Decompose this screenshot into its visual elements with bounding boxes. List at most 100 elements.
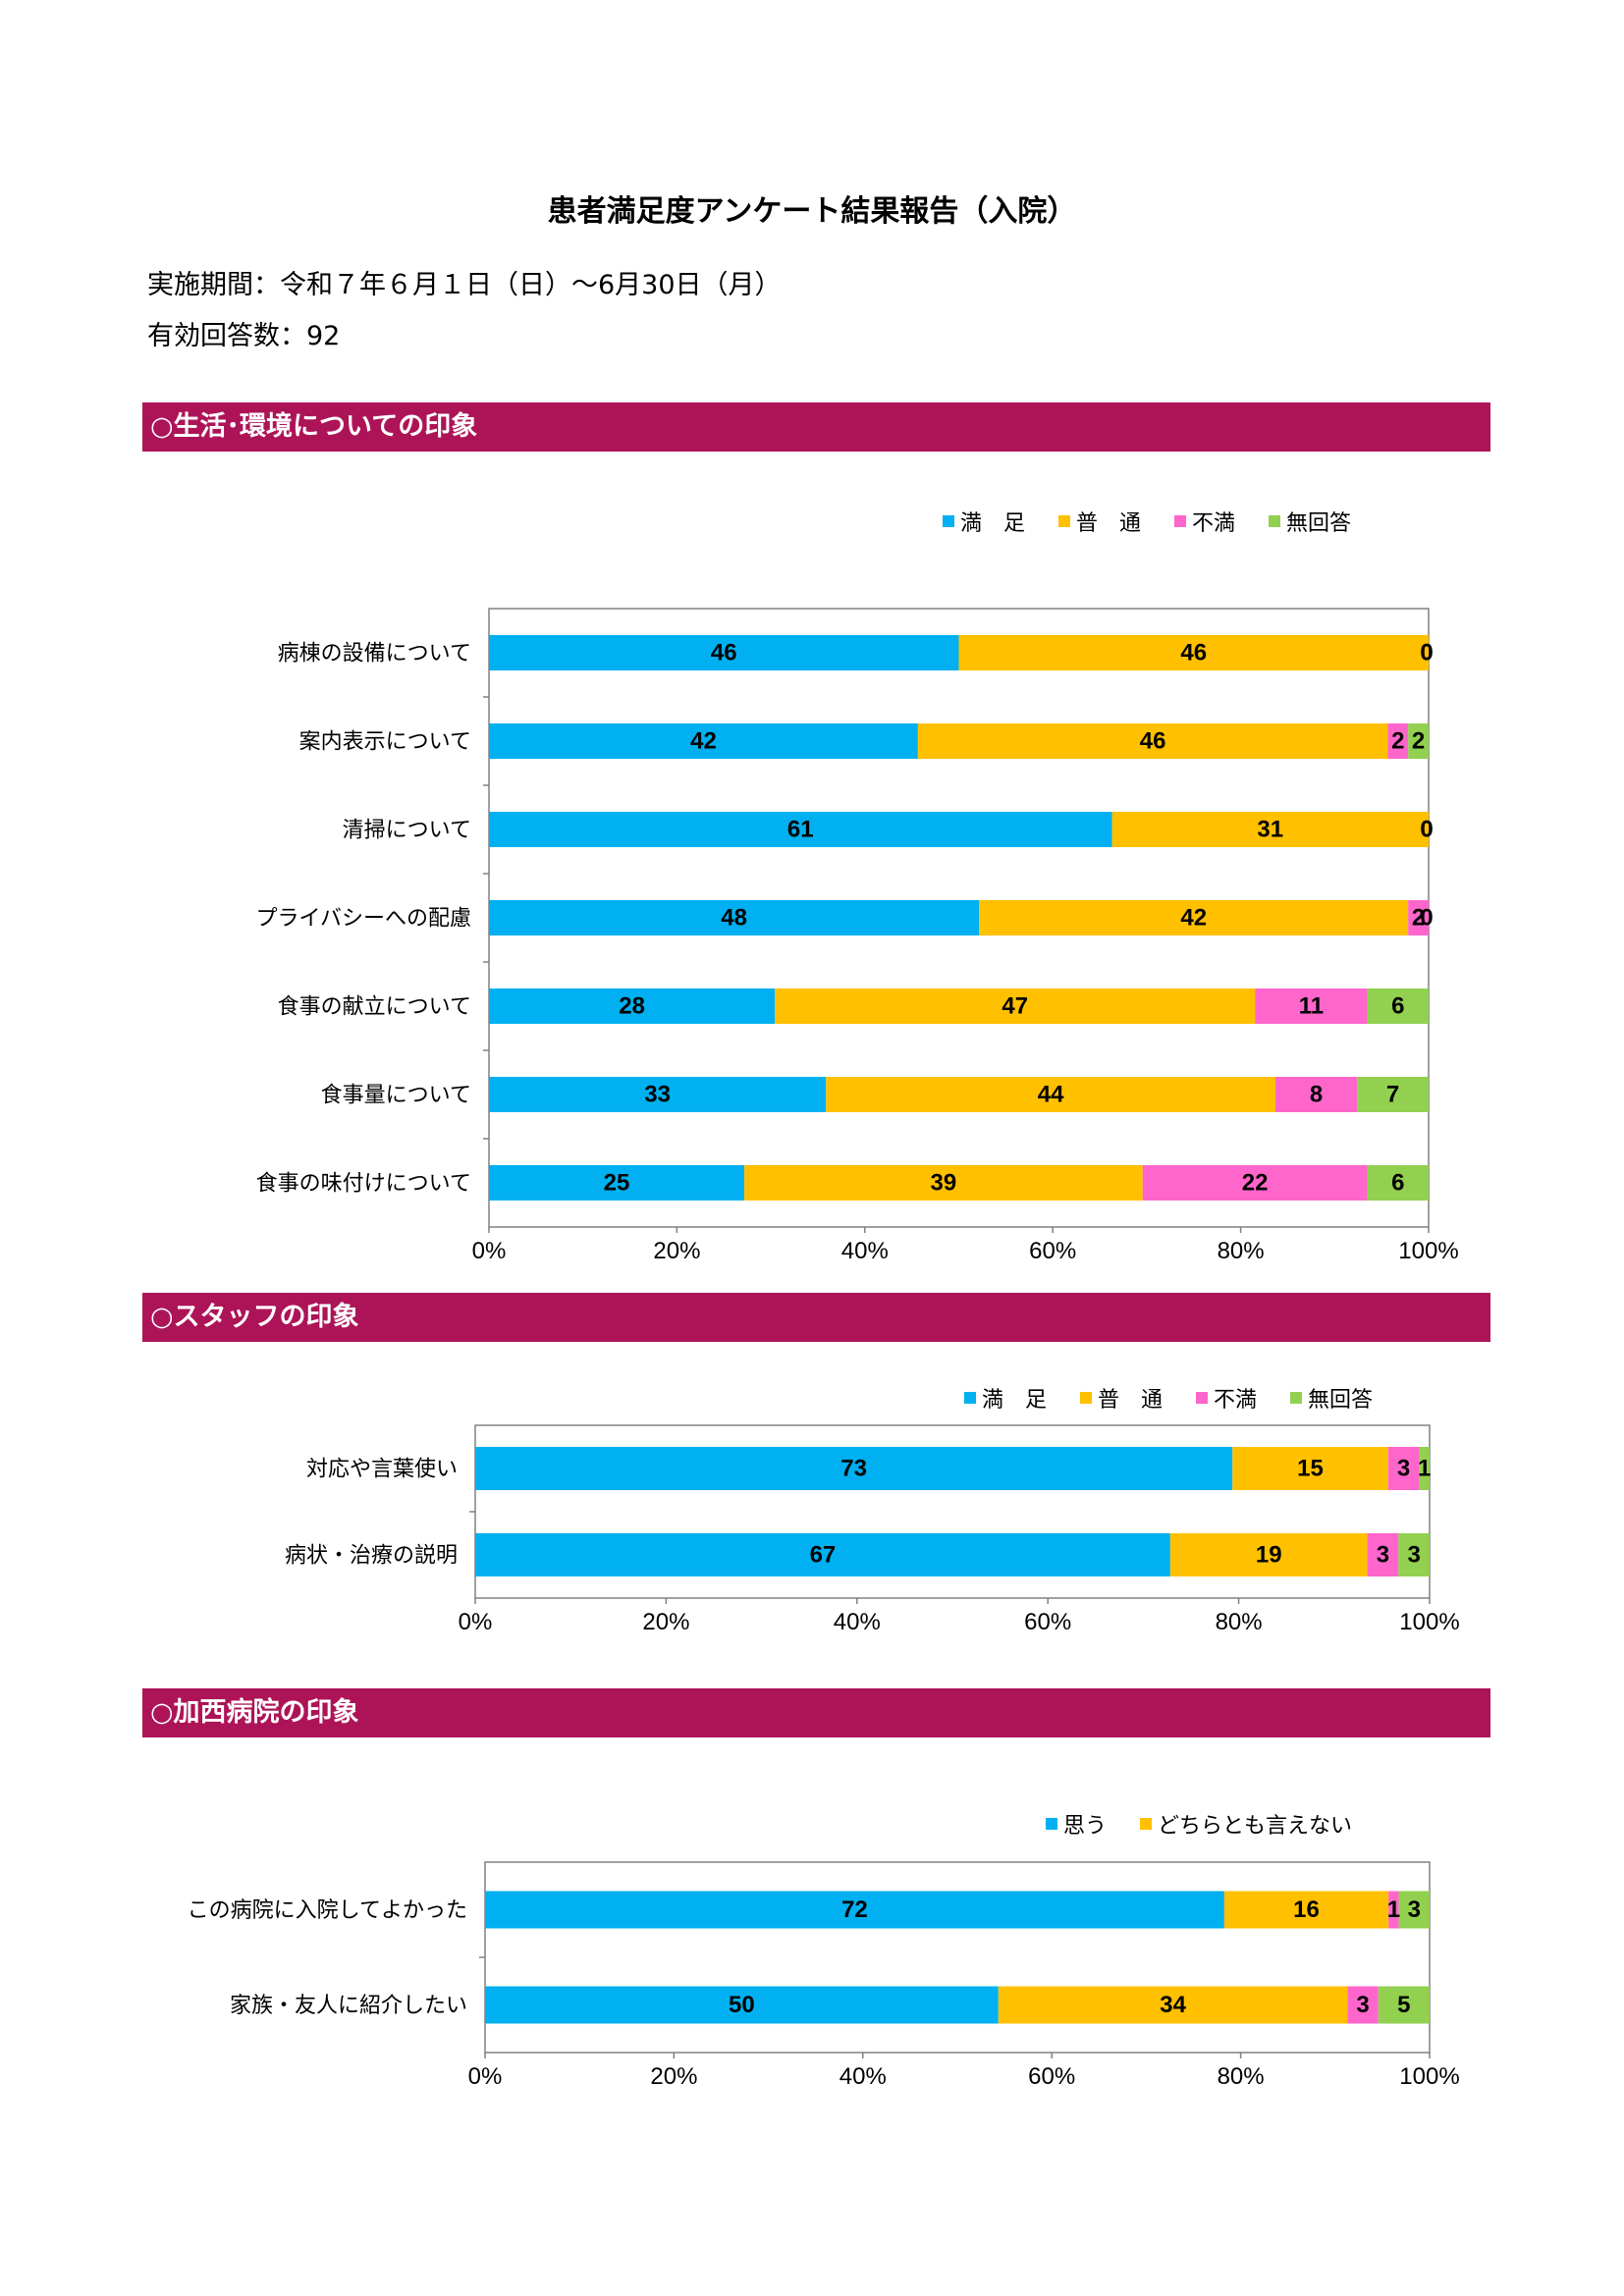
data-label: 39 (931, 1170, 957, 1197)
bar-segment-series-2 (1169, 1533, 1368, 1576)
bar-segment-series-4 (1378, 1986, 1430, 2024)
data-label: 5 (1397, 1992, 1410, 2018)
legend-label: どちらとも言えない (1158, 1814, 1353, 1839)
data-label: 33 (644, 1082, 671, 1108)
data-label: 1 (1418, 1456, 1431, 1482)
legend-label: 不満 (1192, 511, 1236, 536)
section-header-staff: ○スタッフの印象 (142, 1293, 1490, 1342)
legend-label: 満 足 (960, 511, 1026, 536)
data-label: 73 (840, 1456, 867, 1482)
bar-segment-series-3 (1388, 1891, 1399, 1929)
bar-segment-series-2 (979, 900, 1409, 935)
data-label: 2 (1391, 728, 1404, 755)
bar-segment-series-1 (489, 900, 980, 935)
legend-swatch (1269, 515, 1281, 527)
bar-segment-series-2 (998, 1986, 1348, 2024)
legend-swatch (1290, 1392, 1303, 1404)
section-header-environment: ○生活･環境についての印象 (142, 402, 1490, 452)
legend-swatch (1080, 1392, 1093, 1404)
category-label: 家族・友人に紹介したい (230, 1993, 467, 2017)
data-label: 47 (1001, 993, 1028, 1020)
bar-segment-series-1 (485, 1891, 1224, 1929)
category-label: 清掃について (343, 818, 471, 842)
data-label: 46 (711, 640, 737, 667)
data-label: 48 (721, 905, 747, 932)
data-label: 0 (1420, 817, 1433, 843)
bar-segment-series-1 (489, 1165, 745, 1201)
data-label: 25 (604, 1170, 630, 1197)
data-label: 28 (619, 993, 645, 1020)
bar-segment-series-3 (1367, 1533, 1399, 1576)
legend-item-series-1: 思う (1046, 1808, 1107, 1840)
bar-segment-series-1 (475, 1533, 1170, 1576)
section-header-hospital: ○加西病院の印象 (142, 1688, 1490, 1737)
bar-segment-series-3 (1408, 900, 1429, 935)
x-tick-label: 60% (1029, 1238, 1076, 1264)
category-label: 食事の味付けについて (256, 1171, 471, 1196)
data-label: 2 (1412, 728, 1425, 755)
data-label: 19 (1256, 1542, 1282, 1569)
legend-swatch (943, 515, 954, 527)
x-tick-label: 20% (653, 1238, 700, 1264)
legend-label: 無回答 (1308, 1388, 1374, 1413)
category-label: この病院に入院してよかった (188, 1897, 467, 1922)
category-label: 食事の献立について (278, 994, 471, 1019)
x-tick-label: 40% (841, 1238, 889, 1264)
legend-item-series-2: どちらとも言えない (1140, 1808, 1352, 1840)
bar-segment-series-1 (489, 723, 918, 759)
x-tick-label: 100% (1399, 1609, 1459, 1635)
x-tick-label: 0% (472, 1238, 507, 1264)
data-label: 0 (1420, 640, 1433, 667)
x-tick-label: 20% (650, 2063, 697, 2090)
bar-segment-series-1 (475, 1447, 1233, 1490)
x-tick-label: 100% (1399, 2063, 1459, 2090)
bar-segment-series-3 (1387, 723, 1409, 759)
legend-item-series-3: 不満 (1196, 1382, 1257, 1414)
bar-segment-series-1 (485, 1986, 999, 2024)
legend-label: 満 足 (982, 1388, 1048, 1413)
data-label: 42 (690, 728, 717, 755)
bar-segment-series-2 (826, 1077, 1275, 1112)
data-label: 42 (1180, 905, 1207, 932)
data-label: 0 (1420, 905, 1433, 932)
bar-segment-series-4 (1367, 988, 1429, 1024)
data-label: 34 (1160, 1992, 1186, 2018)
data-label: 44 (1038, 1082, 1064, 1108)
bar-segment-series-4 (1357, 1077, 1429, 1112)
data-label: 46 (1140, 728, 1166, 755)
x-tick-label: 80% (1218, 2063, 1265, 2090)
x-tick-label: 60% (1024, 1609, 1071, 1635)
data-label: 3 (1407, 1542, 1420, 1569)
x-tick-label: 60% (1028, 2063, 1075, 2090)
legend-label: 思う (1063, 1814, 1108, 1839)
bar-segment-series-4 (1408, 723, 1429, 759)
bar-segment-series-1 (489, 988, 776, 1024)
legend-label: 不満 (1214, 1388, 1258, 1413)
data-label: 3 (1377, 1542, 1389, 1569)
x-tick-label: 80% (1218, 1238, 1265, 1264)
legend-item-series-1: 満 足 (964, 1382, 1047, 1414)
bar-segment-series-3 (1274, 1077, 1358, 1112)
legend-swatch (1174, 515, 1187, 527)
data-label: 6 (1391, 993, 1404, 1020)
data-label: 16 (1293, 1896, 1320, 1923)
valid-responses: 有効回答数：92 (147, 321, 341, 351)
category-label: 病状・治療の説明 (285, 1543, 458, 1568)
legend-item-series-4: 無回答 (1290, 1382, 1373, 1414)
data-label: 61 (787, 817, 814, 843)
bar-segment-series-3 (1255, 988, 1368, 1024)
data-label: 3 (1408, 1896, 1421, 1923)
survey-period: 実施期間：令和７年６月１日（日）～6月30日（月） (147, 270, 782, 300)
x-tick-label: 100% (1398, 1238, 1458, 1264)
chart-hospital: この病院に入院してよかった 72 16 1 3家族・友人に紹介したい 50 34 3 50% 20… (188, 1861, 1460, 2090)
category-label: 病棟の設備について (278, 641, 471, 666)
chart-staff: 対応や言葉使い 73 15 3 1病状・治療の説明 67 19 3 30% 20% 40% 60% 80… (285, 1424, 1460, 1635)
bar-segment-series-4 (1398, 1891, 1430, 1929)
category-label: 案内表示について (299, 729, 471, 754)
plot-area (484, 1861, 1431, 2054)
data-label: 72 (841, 1896, 868, 1923)
data-label: 11 (1299, 993, 1324, 1020)
legend-swatch (1140, 1818, 1153, 1830)
bar-segment-series-2 (1223, 1891, 1389, 1929)
legend-swatch (1058, 515, 1071, 527)
